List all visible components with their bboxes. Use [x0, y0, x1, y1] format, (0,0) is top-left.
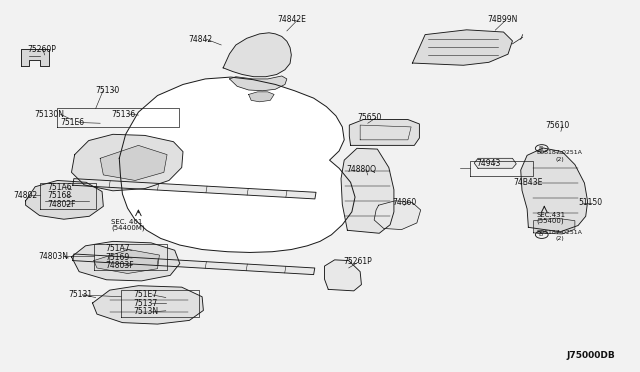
Text: 75168: 75168 — [47, 192, 72, 201]
Text: 751E6: 751E6 — [61, 118, 84, 127]
Text: (2): (2) — [556, 157, 564, 162]
Polygon shape — [73, 254, 315, 275]
Polygon shape — [474, 158, 516, 168]
Text: 751A7: 751A7 — [105, 244, 130, 253]
Text: 751E7: 751E7 — [133, 291, 157, 299]
Text: B08187-0251A: B08187-0251A — [537, 150, 582, 155]
Text: 7513N: 7513N — [133, 307, 159, 317]
Polygon shape — [72, 241, 180, 281]
Polygon shape — [341, 148, 394, 233]
Polygon shape — [230, 76, 287, 91]
Polygon shape — [374, 201, 420, 230]
Text: J75000DB: J75000DB — [566, 350, 615, 360]
Text: 74842: 74842 — [188, 35, 212, 44]
Polygon shape — [20, 49, 49, 65]
Text: 74803F: 74803F — [105, 261, 134, 270]
Text: 74803N: 74803N — [38, 251, 68, 261]
Polygon shape — [223, 33, 291, 77]
Text: B: B — [538, 146, 543, 151]
Polygon shape — [72, 134, 183, 191]
Text: 74802F: 74802F — [47, 201, 76, 209]
Polygon shape — [248, 92, 274, 102]
Polygon shape — [324, 260, 362, 291]
Polygon shape — [412, 30, 513, 65]
Text: (54400M): (54400M) — [111, 225, 145, 231]
Text: SEC. 401: SEC. 401 — [111, 219, 142, 225]
Text: (55400): (55400) — [537, 218, 564, 224]
Text: 74B43E: 74B43E — [513, 178, 543, 187]
Text: 75136: 75136 — [111, 109, 135, 119]
Polygon shape — [26, 180, 103, 219]
Text: 75261P: 75261P — [343, 257, 372, 266]
Polygon shape — [534, 218, 575, 234]
Text: 75650: 75650 — [357, 113, 381, 122]
Text: 751A6: 751A6 — [47, 183, 72, 192]
Polygon shape — [349, 119, 419, 145]
Text: 75169: 75169 — [105, 253, 129, 262]
Text: 75137: 75137 — [133, 299, 157, 308]
Text: B08187-0251A: B08187-0251A — [537, 230, 582, 235]
Text: 74880Q: 74880Q — [347, 165, 377, 174]
Text: 51150: 51150 — [578, 198, 602, 207]
Text: 74B99N: 74B99N — [487, 15, 517, 24]
Text: 75260P: 75260P — [27, 45, 56, 54]
Polygon shape — [119, 77, 355, 253]
Polygon shape — [93, 286, 204, 324]
Polygon shape — [94, 250, 159, 273]
Polygon shape — [73, 179, 316, 199]
Text: 75610: 75610 — [545, 121, 569, 129]
Text: 75130N: 75130N — [35, 109, 65, 119]
Text: B: B — [538, 232, 543, 237]
Text: (2): (2) — [556, 236, 564, 241]
Text: 75131: 75131 — [68, 291, 92, 299]
Text: 74943: 74943 — [476, 159, 500, 169]
Text: SEC.431: SEC.431 — [537, 212, 566, 218]
Text: 74802: 74802 — [13, 191, 37, 200]
Text: 74842E: 74842E — [277, 15, 306, 24]
Polygon shape — [521, 148, 588, 232]
Text: 75130: 75130 — [96, 86, 120, 94]
Text: 74860: 74860 — [393, 198, 417, 207]
Polygon shape — [100, 145, 167, 180]
